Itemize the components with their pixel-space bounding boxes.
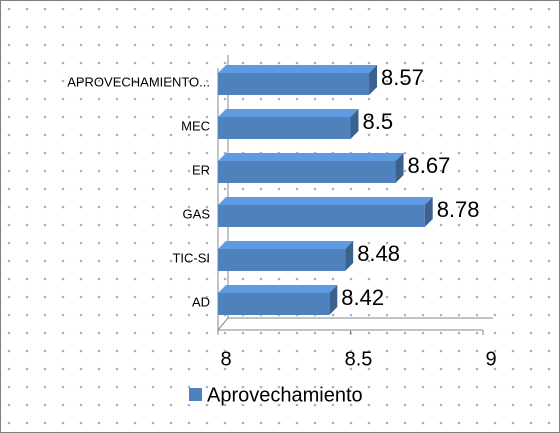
bar-front: [218, 161, 396, 183]
bar-side: [329, 285, 338, 315]
bar-side: [350, 109, 359, 139]
bar-front: [218, 117, 351, 139]
bar: [218, 197, 433, 227]
legend-swatch: [189, 388, 202, 401]
y-tick-label: AD: [192, 294, 210, 309]
y-tick-label: ER: [192, 162, 210, 177]
bar: [218, 65, 378, 95]
bar-front: [218, 249, 346, 271]
axis-floor-edge: [217, 317, 229, 331]
x-tick-label: 8: [220, 348, 231, 370]
value-label: 8.42: [341, 285, 384, 310]
x-tick-label: 9: [485, 348, 496, 370]
bar: [218, 241, 354, 271]
x-tick-label: 8.5: [345, 348, 373, 370]
bar-top: [218, 109, 359, 117]
value-label: 8.48: [357, 241, 400, 266]
value-label: 8.5: [363, 109, 394, 134]
bar-front: [218, 205, 425, 227]
value-label: 8.67: [408, 153, 451, 178]
bar-front: [218, 73, 370, 95]
bar-side: [345, 241, 354, 271]
value-label: 8.57: [381, 65, 424, 90]
bar-front: [218, 293, 330, 315]
bar: [218, 109, 359, 139]
bar-side: [424, 197, 433, 227]
legend-label: Aprovechamiento: [207, 384, 363, 406]
bar-side: [369, 65, 378, 95]
y-tick-label: TIC-SI: [172, 250, 210, 265]
bar-top: [218, 65, 378, 73]
value-label: 8.78: [437, 197, 480, 222]
bar-side: [395, 153, 404, 183]
y-tick-label: APROVECHAMIENTO...: [67, 74, 210, 89]
y-tick-label: GAS: [183, 206, 211, 221]
bar-top: [218, 197, 433, 205]
bar-top: [218, 153, 404, 161]
bar-top: [218, 285, 338, 293]
bar-top: [218, 241, 354, 249]
y-tick-label: MEC: [181, 118, 210, 133]
bar: [218, 153, 404, 183]
bar: [218, 285, 338, 315]
